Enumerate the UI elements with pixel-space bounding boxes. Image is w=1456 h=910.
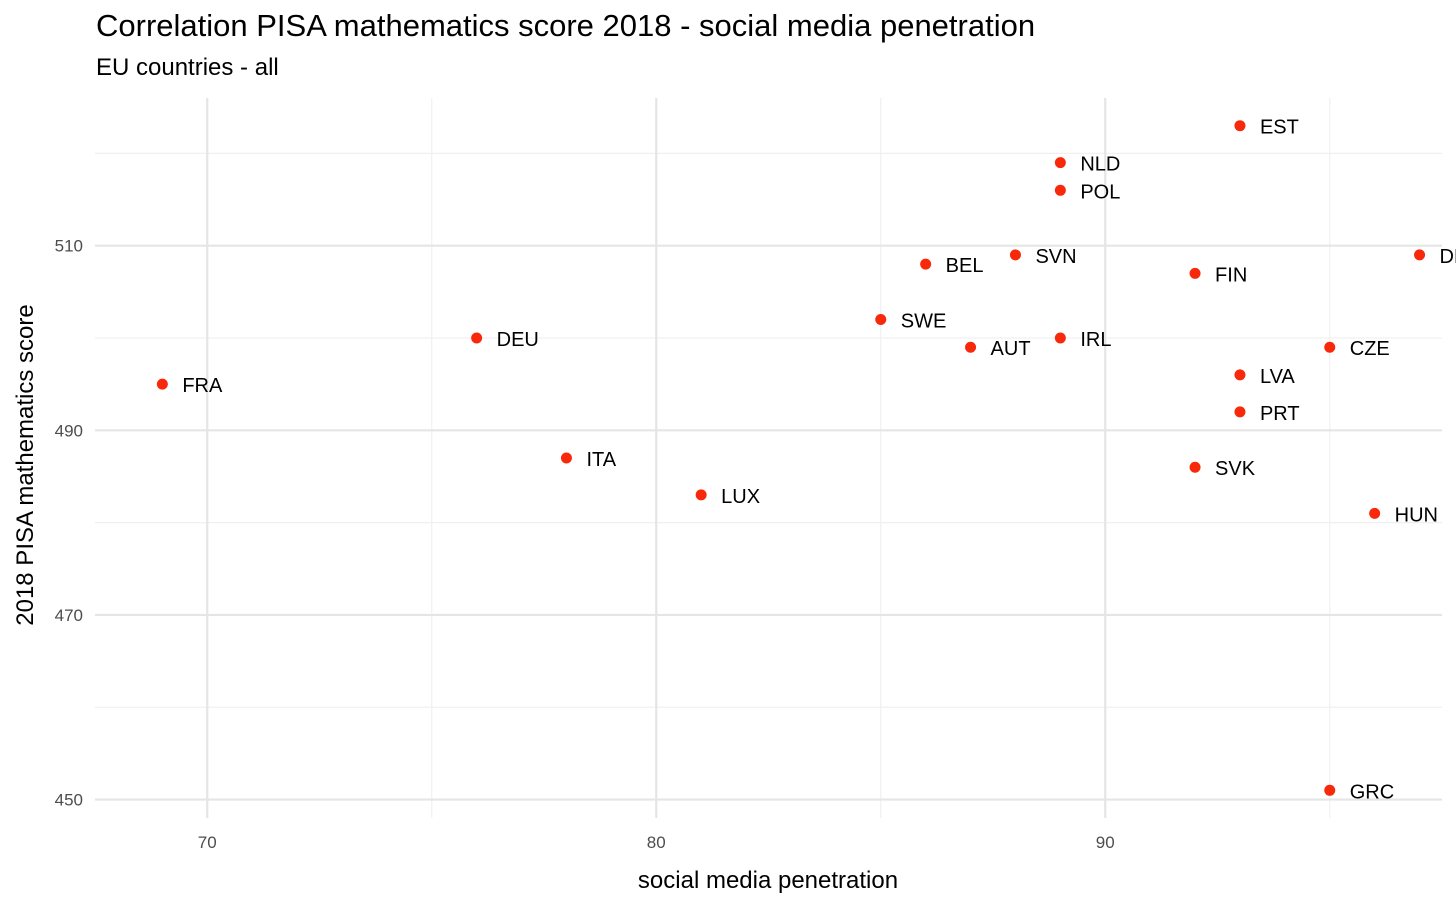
point-label: CZE — [1350, 338, 1390, 360]
point-label: BEL — [946, 255, 984, 277]
point-label: SVN — [1035, 246, 1076, 268]
data-point — [1324, 784, 1336, 796]
y-tick-label: 450 — [55, 791, 83, 810]
point-label: AUT — [991, 338, 1031, 360]
point-label: DEU — [497, 329, 539, 351]
x-tick-label: 70 — [198, 833, 217, 852]
point-label: EST — [1260, 117, 1299, 139]
point-label: POL — [1080, 181, 1120, 203]
y-tick-label: 510 — [55, 237, 83, 256]
data-point — [1189, 267, 1201, 279]
point-label: NLD — [1080, 154, 1120, 176]
data-point — [471, 332, 483, 344]
point-label: IRL — [1080, 329, 1111, 351]
data-point — [1234, 406, 1246, 418]
point-labels: EST NLD POL DNK SVN BEL FIN SWE DEU IRL AUT CZE LVA F… — [182, 117, 1456, 804]
point-label: FIN — [1215, 264, 1247, 286]
data-point — [156, 378, 168, 390]
chart-subtitle: EU countries - all — [96, 54, 279, 81]
data-point — [1009, 249, 1021, 261]
data-point — [1414, 249, 1426, 261]
point-label: DNK — [1440, 246, 1456, 268]
data-point — [695, 489, 707, 501]
y-tick-label: 470 — [55, 606, 83, 625]
data-point — [965, 341, 977, 353]
chart-title: Correlation PISA mathematics score 2018 … — [96, 8, 1036, 43]
data-point — [560, 452, 572, 464]
major-gridlines — [95, 98, 1442, 818]
data-point — [1054, 157, 1066, 169]
data-point — [1369, 507, 1381, 519]
data-points — [156, 120, 1426, 796]
data-point — [920, 258, 932, 270]
point-label: LUX — [721, 486, 760, 508]
point-label: GRC — [1350, 781, 1394, 803]
data-point — [1234, 369, 1246, 381]
point-label: SVK — [1215, 458, 1256, 480]
point-label: LVA — [1260, 366, 1295, 388]
x-tick-label: 80 — [647, 833, 666, 852]
data-point — [1054, 184, 1066, 196]
data-point — [1189, 461, 1201, 473]
data-point — [1234, 120, 1246, 132]
data-point — [1324, 341, 1336, 353]
point-label: HUN — [1395, 504, 1438, 526]
point-label: FRA — [182, 375, 223, 397]
point-label: PRT — [1260, 403, 1300, 425]
data-point — [875, 314, 887, 326]
x-axis-label: social media penetration — [637, 867, 899, 894]
axis-ticks: 70 80 90 450 470 490 510 — [55, 237, 1115, 852]
x-tick-label: 90 — [1096, 833, 1115, 852]
point-label: ITA — [586, 449, 616, 471]
y-tick-label: 490 — [55, 421, 83, 440]
data-point — [1054, 332, 1066, 344]
minor-gridlines — [95, 98, 1442, 818]
point-label: SWE — [901, 311, 947, 333]
